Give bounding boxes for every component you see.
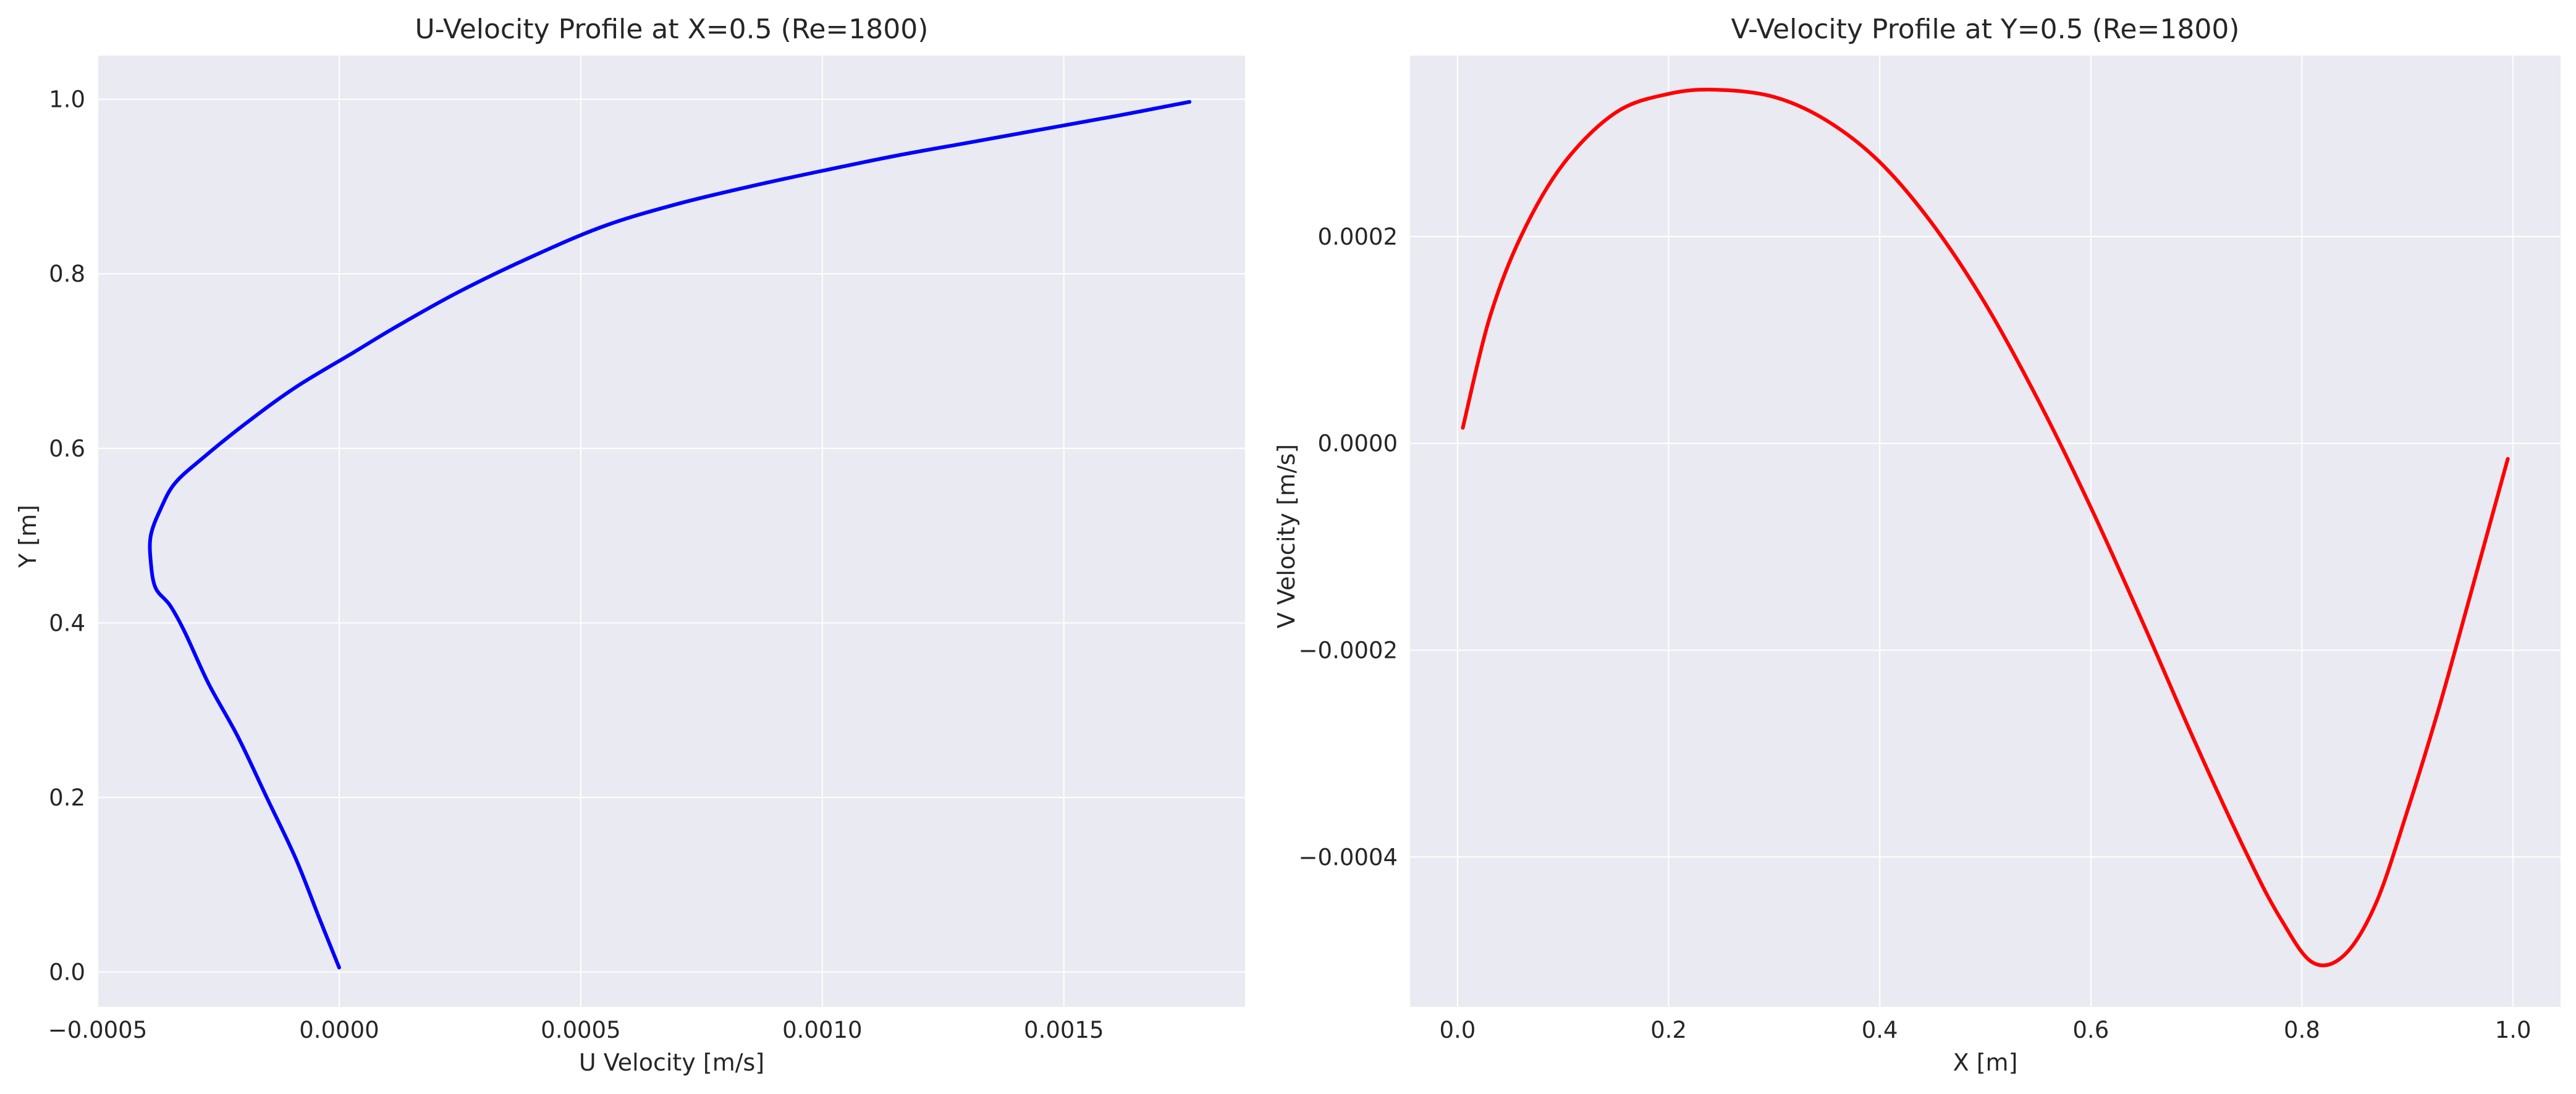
y-tick-label: 0.0 <box>49 959 85 985</box>
x-tick-label: 0.2 <box>1650 1017 1687 1043</box>
y-tick-label: 0.0000 <box>1318 431 1398 457</box>
y-tick-label: 0.2 <box>49 785 85 811</box>
y-axis-label: Y [m] <box>14 505 41 568</box>
x-axis-label: X [m] <box>1953 1049 2018 1076</box>
chart-title: V-Velocity Profile at Y=0.5 (Re=1800) <box>1731 14 2240 45</box>
x-tick-label: 0.0010 <box>782 1017 862 1043</box>
x-tick-label: 0.8 <box>2284 1017 2320 1043</box>
u-velocity-chart: U-Velocity Profile at X=0.5 (Re=1800) U … <box>14 14 1245 1076</box>
x-axis-label: U Velocity [m/s] <box>579 1049 764 1076</box>
y-tick-label: −0.0004 <box>1299 844 1398 870</box>
chart-title: U-Velocity Profile at X=0.5 (Re=1800) <box>415 14 929 45</box>
x-tick-label: 0.4 <box>1862 1017 1898 1043</box>
x-tick-label: −0.0005 <box>48 1017 147 1043</box>
x-tick-label: 0.0015 <box>1024 1017 1104 1043</box>
y-axis-label: V Velocity [m/s] <box>1273 444 1300 629</box>
y-tick-label: 1.0 <box>49 86 85 113</box>
y-tick-label: −0.0002 <box>1299 637 1398 664</box>
y-tick-label: 0.4 <box>49 610 85 636</box>
x-tick-label: 1.0 <box>2495 1017 2532 1043</box>
y-tick-label: 0.0002 <box>1318 224 1398 250</box>
x-tick-label: 0.0005 <box>541 1017 620 1043</box>
x-tick-label: 0.6 <box>2072 1017 2109 1043</box>
y-tick-label: 0.8 <box>49 261 85 287</box>
plot-area <box>98 56 1245 1007</box>
x-tick-label: 0.0000 <box>299 1017 379 1043</box>
x-tick-label: 0.0 <box>1439 1017 1476 1043</box>
v-velocity-chart: V-Velocity Profile at Y=0.5 (Re=1800) X … <box>1273 14 2561 1076</box>
series-line <box>1461 88 2510 967</box>
y-tick-label: 0.6 <box>49 435 85 462</box>
plot-area <box>1410 56 2561 1007</box>
series-line <box>148 99 1192 970</box>
